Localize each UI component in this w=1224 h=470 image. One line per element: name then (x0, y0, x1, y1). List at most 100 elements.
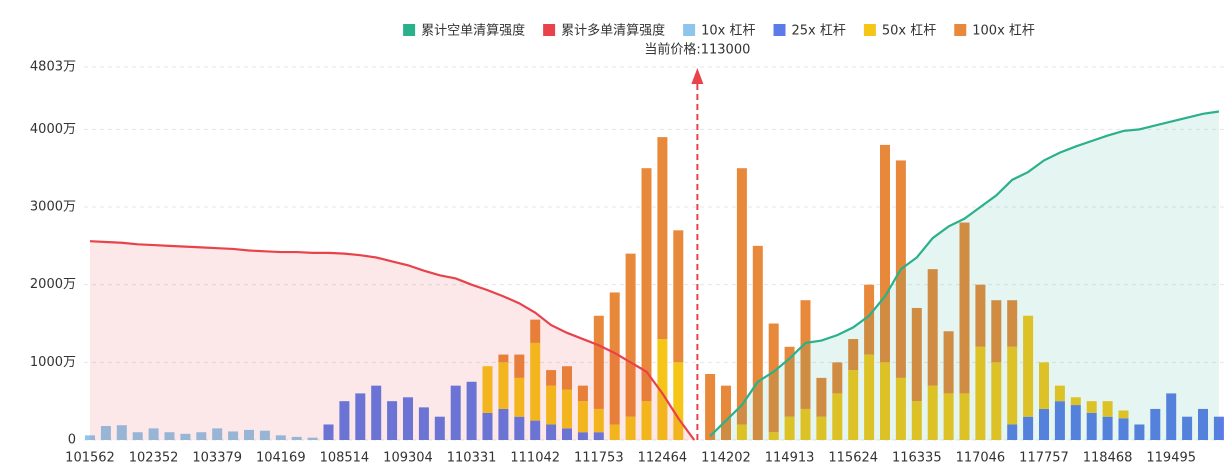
bar (1086, 401, 1097, 413)
legend-label: 100x 杠杆 (972, 23, 1035, 39)
x-tick-label: 116335 (892, 451, 942, 466)
bar (784, 416, 795, 440)
bar (641, 168, 652, 402)
x-tick-label: 101562 (65, 451, 115, 466)
bar (1118, 410, 1129, 419)
bar (577, 401, 588, 433)
bar (848, 370, 859, 440)
y-tick-label: 1000万 (30, 355, 76, 370)
bar (975, 346, 986, 440)
bar (164, 432, 175, 440)
bar (705, 373, 716, 440)
legend-swatch (773, 24, 786, 36)
y-tick-label: 2000万 (30, 277, 76, 292)
bar (530, 342, 541, 421)
bar (1102, 416, 1113, 440)
bar (1054, 385, 1065, 402)
bar (1118, 418, 1129, 440)
bar (1166, 393, 1177, 440)
bar (784, 346, 795, 417)
bar (546, 385, 557, 425)
current-price-label: 当前价格:113000 (644, 42, 750, 58)
bar (85, 435, 95, 440)
bar (291, 436, 302, 440)
line (709, 110, 1220, 437)
bar (339, 401, 350, 440)
x-tick-label: 111042 (510, 451, 560, 466)
legend-label: 累计空单清算强度 (421, 23, 525, 39)
bar (259, 430, 270, 440)
bar (1086, 412, 1097, 440)
bar (959, 222, 970, 394)
bar (593, 432, 604, 440)
bar (991, 300, 1002, 363)
bar (609, 424, 620, 440)
bar (132, 432, 143, 440)
bar (1023, 315, 1034, 417)
legend-swatch (403, 24, 416, 36)
x-tick-label: 102352 (129, 451, 179, 466)
bar (434, 416, 445, 440)
y-tick-label: 4000万 (30, 122, 76, 137)
bar (355, 393, 366, 440)
bar (927, 269, 938, 386)
bar (1213, 416, 1224, 440)
x-tick-label: 119495 (1146, 451, 1196, 466)
bar (943, 331, 954, 394)
bar (864, 284, 875, 355)
lines (89, 110, 1220, 441)
legend-swatch (863, 24, 876, 36)
bar (387, 401, 398, 440)
x-tick-label: 114913 (765, 451, 815, 466)
bar (832, 393, 843, 440)
area (90, 241, 695, 440)
bar (1134, 424, 1145, 440)
bar (482, 366, 493, 413)
x-tick-label: 117757 (1019, 451, 1069, 466)
bar (736, 168, 747, 425)
bar (514, 416, 525, 440)
bar (546, 424, 557, 440)
line (89, 240, 696, 441)
bar (514, 377, 525, 417)
bar (562, 428, 572, 440)
bar (244, 429, 254, 440)
bar (752, 245, 763, 440)
x-tick-label: 112464 (638, 451, 688, 466)
bar (371, 385, 382, 440)
bar (911, 401, 922, 440)
bar (530, 319, 541, 343)
bar (403, 397, 413, 440)
bar (466, 381, 477, 440)
bar (673, 362, 684, 440)
bar (450, 385, 461, 440)
bar (880, 144, 890, 363)
x-tick-label: 104169 (256, 451, 306, 466)
bar (975, 284, 986, 347)
legend-label: 10x 杠杆 (701, 23, 755, 39)
bar (577, 432, 588, 440)
bar (1070, 397, 1081, 406)
bar (1070, 405, 1081, 440)
x-tick-label: 111753 (574, 451, 624, 466)
bar (1007, 424, 1018, 440)
bar (275, 435, 286, 440)
bar (1007, 346, 1018, 425)
bar (546, 370, 557, 386)
bar (562, 389, 572, 429)
bar (116, 425, 127, 440)
bar (768, 432, 779, 440)
bar (180, 433, 191, 440)
bar (959, 393, 970, 440)
bar (864, 354, 875, 440)
legend-label: 累计多单清算强度 (561, 23, 665, 39)
bar (418, 407, 429, 440)
bar (498, 354, 509, 363)
bar (196, 432, 207, 440)
legend-label: 50x 杠杆 (882, 23, 936, 39)
bar (228, 431, 239, 440)
x-tick-label: 109304 (383, 451, 433, 466)
bar (816, 416, 827, 440)
bar (721, 385, 731, 440)
x-tick-label: 117046 (956, 451, 1006, 466)
